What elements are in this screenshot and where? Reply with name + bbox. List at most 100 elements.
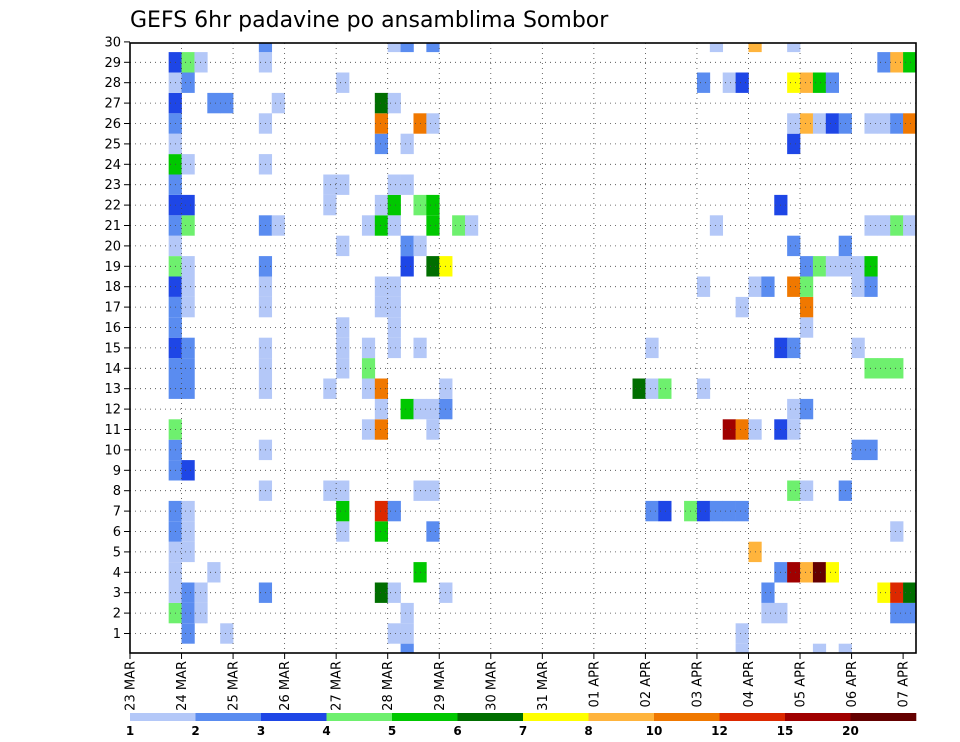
precip-cell xyxy=(825,72,839,93)
precip-cell xyxy=(761,276,775,297)
precip-cell xyxy=(323,480,337,501)
precip-cell xyxy=(374,378,389,399)
precip-cell xyxy=(825,113,839,134)
precip-cell xyxy=(374,92,389,114)
x-tick-label: 25 MAR xyxy=(227,661,242,711)
precip-cell xyxy=(800,276,814,297)
y-tick-label: 15 xyxy=(104,341,121,356)
precip-cell xyxy=(374,215,389,236)
precip-cell xyxy=(709,43,724,53)
precip-cell xyxy=(877,358,891,379)
precip-cell xyxy=(787,276,801,297)
precip-cell xyxy=(800,296,814,318)
precip-cell xyxy=(890,358,904,379)
y-tick-label: 7 xyxy=(113,505,121,520)
precip-cell xyxy=(800,317,814,338)
precip-cell xyxy=(851,276,865,297)
precip-cell xyxy=(181,154,195,175)
precip-cell xyxy=(361,419,376,440)
precip-cell xyxy=(387,276,401,297)
precip-cell xyxy=(800,113,814,134)
precip-cell xyxy=(323,378,337,399)
precip-cell xyxy=(812,72,827,93)
precip-cell xyxy=(426,194,440,216)
precip-cell xyxy=(903,582,917,603)
y-tick-label: 8 xyxy=(113,484,121,499)
precip-cell xyxy=(361,337,376,359)
precip-cell xyxy=(800,72,814,93)
precip-cell xyxy=(800,256,814,277)
precip-cell xyxy=(735,643,749,653)
y-tick-label: 26 xyxy=(104,117,121,132)
precip-cell xyxy=(387,215,401,236)
x-tick-label: 05 APR xyxy=(794,661,809,707)
precip-cell xyxy=(632,378,646,399)
precip-cell xyxy=(336,521,350,542)
precip-cell xyxy=(658,500,672,522)
precip-cell xyxy=(722,72,736,93)
precip-cell xyxy=(374,276,389,297)
precip-cell xyxy=(336,317,350,338)
precip-cell xyxy=(336,337,350,359)
precip-cell xyxy=(387,43,401,53)
x-tick-label: 27 MAR xyxy=(330,661,345,711)
precip-cell xyxy=(374,521,389,542)
precip-cell xyxy=(323,174,337,195)
x-tick-label: 24 MAR xyxy=(175,661,190,711)
legend-swatch xyxy=(326,713,393,721)
y-tick-label: 25 xyxy=(104,137,121,152)
precip-cell xyxy=(851,337,865,359)
x-axis-ticks: 23 MAR 24 MAR 25 MAR 26 MAR 27 MAR 28 MAR 29 M… xyxy=(124,653,912,711)
precip-cell xyxy=(387,174,401,195)
precip-cell xyxy=(877,582,891,603)
y-tick-label: 9 xyxy=(113,464,121,479)
precip-cell xyxy=(387,500,401,522)
precip-cell xyxy=(387,337,401,359)
precip-cell xyxy=(426,43,440,53)
precip-cell xyxy=(387,296,401,318)
precip-cell xyxy=(374,113,389,134)
precip-cell xyxy=(361,378,376,399)
precip-cell xyxy=(400,602,414,624)
precip-cell xyxy=(426,398,440,420)
precip-cell xyxy=(387,194,401,216)
precip-cell xyxy=(722,419,736,440)
precip-cell xyxy=(271,215,285,236)
precip-cell xyxy=(787,235,801,257)
precip-cell xyxy=(735,500,749,522)
legend-swatch xyxy=(654,713,720,721)
y-tick-label: 19 xyxy=(104,260,121,275)
x-tick-label: 04 APR xyxy=(742,661,757,707)
precip-cell xyxy=(181,276,195,297)
precip-cell xyxy=(374,194,389,216)
precip-cell xyxy=(194,602,208,624)
legend-tick-label: 6 xyxy=(453,724,461,738)
precip-cell xyxy=(903,113,917,134)
precip-cell xyxy=(181,256,195,277)
precip-cell xyxy=(864,439,878,461)
precip-cell xyxy=(787,72,801,93)
legend-tick-label: 12 xyxy=(711,724,728,738)
y-tick-label: 23 xyxy=(104,178,121,193)
precip-cell xyxy=(181,500,195,522)
y-tick-label: 2 xyxy=(113,607,121,622)
precip-cell xyxy=(374,133,389,155)
precip-cell xyxy=(645,378,659,399)
precip-cell xyxy=(864,215,878,236)
precip-cell xyxy=(645,500,659,522)
precip-cell xyxy=(181,623,195,644)
y-tick-label: 6 xyxy=(113,525,121,540)
precip-cell xyxy=(336,358,350,379)
precip-cell xyxy=(374,419,389,440)
y-tick-label: 3 xyxy=(113,586,121,601)
y-tick-label: 4 xyxy=(113,566,121,581)
legend-tick-label: 5 xyxy=(388,724,396,738)
precip-cell xyxy=(864,358,878,379)
precip-cell xyxy=(181,582,195,603)
precip-cell xyxy=(194,52,208,73)
y-tick-label: 17 xyxy=(104,301,121,316)
precip-cell xyxy=(787,398,801,420)
legend-swatch xyxy=(588,713,655,721)
precip-cell xyxy=(181,460,195,481)
